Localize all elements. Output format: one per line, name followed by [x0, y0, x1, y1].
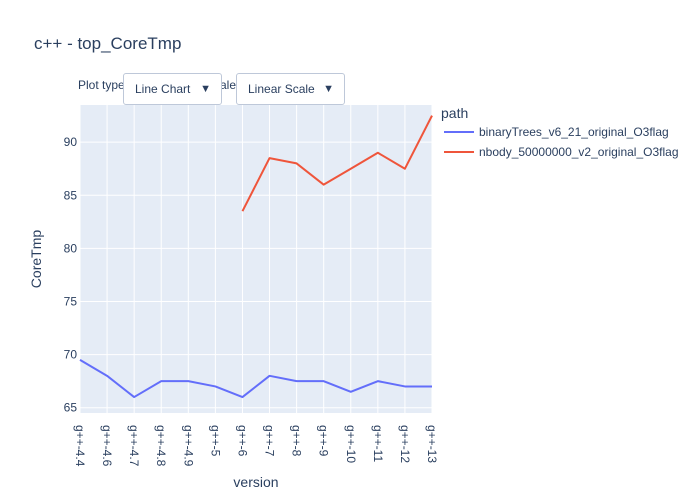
series-line-2: [241, 115, 433, 212]
x-tick-label: g++-4.7: [127, 425, 141, 467]
chevron-down-icon: ▼: [323, 83, 334, 95]
x-tick-label: g++-8: [290, 425, 304, 457]
y-tick-labels: 65 70 75 80 85 90: [64, 135, 78, 415]
legend-label: binaryTrees_v6_21_original_O3flag: [479, 125, 669, 139]
chevron-down-icon: ▼: [200, 83, 211, 95]
y-tick-label: 75: [64, 294, 78, 308]
x-tick-label: g++-4.4: [73, 425, 87, 467]
legend-item-2[interactable]: nbody_50000000_v2_original_O3flag: [444, 145, 679, 159]
y-tick-label: 90: [64, 135, 78, 149]
series-lines: [79, 115, 433, 399]
series-line-1: [79, 359, 432, 399]
legend-item-1[interactable]: binaryTrees_v6_21_original_O3flag: [444, 125, 669, 139]
y-axis-title: CoreTmp: [28, 230, 44, 289]
x-tick-label: g++-9: [317, 425, 331, 457]
legend-label: nbody_50000000_v2_original_O3flag: [479, 145, 679, 159]
y-tick-label: 80: [64, 241, 78, 255]
plot-type-value: Line Chart: [135, 82, 191, 96]
y-tick-label: 70: [64, 348, 78, 362]
x-tick-labels: g++-4.4 g++-4.6 g++-4.7 g++-4.8 g++-4.9 g++-5…: [73, 425, 439, 467]
y-tick-label: 85: [64, 188, 78, 202]
x-tick-label: g++-11: [371, 425, 385, 462]
chart-title: c++ - top_CoreTmp: [34, 34, 182, 53]
scale-dropdown[interactable]: Linear Scale ▼: [236, 73, 345, 105]
x-tick-label: g++-10: [344, 425, 358, 463]
x-tick-label: g++-4.9: [181, 425, 195, 467]
y-tick-label: 65: [64, 401, 78, 415]
x-tick-label: g++-4.6: [100, 425, 114, 467]
x-axis-title: version: [233, 474, 278, 490]
plot-type-dropdown[interactable]: Line Chart ▼: [123, 73, 222, 105]
plot-type-label: Plot type:: [78, 78, 129, 92]
gridlines: [79, 105, 433, 413]
scale-value: Linear Scale: [248, 82, 315, 96]
x-tick-label: g++-6: [235, 425, 249, 457]
legend[interactable]: binaryTrees_v6_21_original_O3flag nbody_5…: [444, 125, 679, 159]
x-tick-label: g++-7: [263, 425, 277, 457]
x-tick-label: g++-5: [208, 425, 222, 457]
legend-title: path: [441, 105, 468, 121]
plot-area: [80, 105, 432, 413]
x-tick-label: g++-13: [425, 425, 439, 463]
x-tick-label: g++-12: [398, 425, 412, 463]
x-tick-label: g++-4.8: [154, 425, 168, 467]
